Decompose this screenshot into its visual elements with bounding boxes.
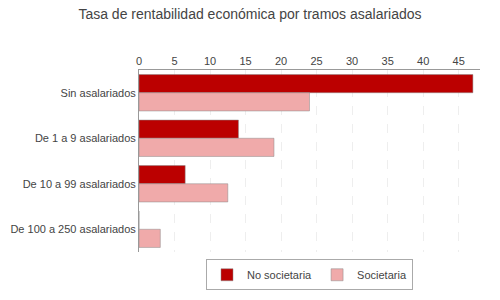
svg-text:5: 5: [171, 55, 177, 67]
svg-text:10: 10: [204, 55, 216, 67]
svg-text:35: 35: [382, 55, 394, 67]
svg-text:0: 0: [136, 55, 142, 67]
svg-text:40: 40: [417, 55, 429, 67]
svg-text:Tasa de rentabilidad económica: Tasa de rentabilidad económica por tramo…: [78, 6, 421, 22]
svg-text:30: 30: [346, 55, 358, 67]
svg-text:Sin asalariados: Sin asalariados: [61, 87, 137, 99]
svg-text:15: 15: [239, 55, 251, 67]
svg-text:Societaria: Societaria: [357, 269, 407, 281]
svg-text:45: 45: [453, 55, 465, 67]
svg-text:25: 25: [310, 55, 322, 67]
svg-text:No societaria: No societaria: [247, 269, 312, 281]
svg-text:De 1 a 9 asalariados: De 1 a 9 asalariados: [35, 132, 136, 144]
svg-text:De 100 a 250 asalariados: De 100 a 250 asalariados: [10, 223, 136, 235]
svg-text:De 10 a 99 asalariados: De 10 a 99 asalariados: [23, 178, 137, 190]
svg-text:20: 20: [275, 55, 287, 67]
